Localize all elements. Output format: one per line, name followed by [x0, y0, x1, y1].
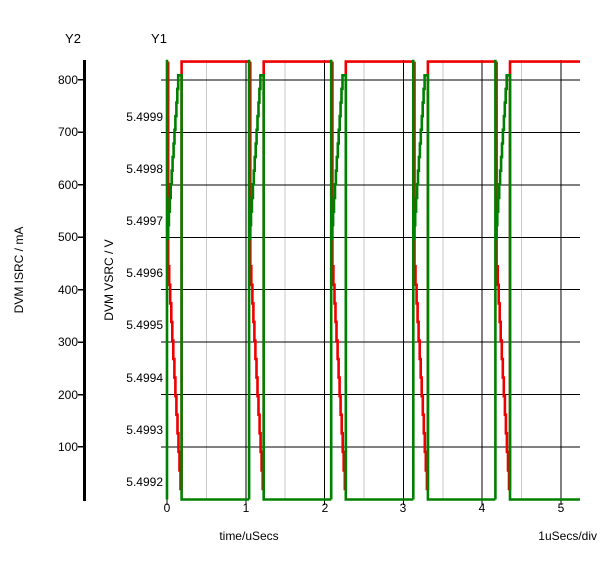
y2-tick-label: 100 — [57, 440, 78, 454]
y2-tick-label: 500 — [57, 230, 78, 244]
y1-tick-label: 5.4997 — [126, 214, 163, 228]
y2-axis-title: DVM ISRC / mA — [12, 226, 26, 314]
y2-tick-label: 300 — [57, 335, 78, 349]
x-tick-label: 5 — [557, 501, 565, 515]
y1-tick-label: 5.4995 — [126, 318, 163, 332]
isrc-trace — [166, 60, 580, 491]
y1-tick-label: 5.4993 — [126, 423, 163, 437]
y1-tick-label: 5.4998 — [126, 162, 163, 176]
y1-tick-label: 5.4994 — [126, 371, 163, 385]
y2-tick-label: 400 — [57, 283, 78, 297]
vsrc-trace — [165, 59, 580, 501]
x-tick-label: 0 — [163, 501, 171, 515]
y2-axis-line — [78, 60, 86, 501]
minor-gridlines — [205, 60, 523, 500]
y2-tick-label: 600 — [57, 178, 78, 192]
y1-tick-label: 5.4996 — [126, 266, 163, 280]
y2-tick-label: 800 — [57, 73, 78, 87]
y1-axis-title: DVM VSRC / V — [102, 239, 116, 321]
horizontal-gridlines — [161, 79, 580, 448]
y1-axis-header: Y1 — [151, 31, 167, 46]
x-tick-label: 4 — [478, 501, 486, 515]
x-axis-title: time/uSecs — [219, 529, 279, 543]
y2-tick-label: 700 — [57, 125, 78, 139]
x-tick-label: 2 — [321, 501, 329, 515]
y2-tick-label: 200 — [57, 388, 78, 402]
y2-axis-header: Y2 — [65, 31, 81, 46]
y1-tick-label: 5.4999 — [126, 110, 163, 124]
x-tick-label: 3 — [399, 501, 407, 515]
y1-tick-label: 5.4992 — [126, 475, 163, 489]
x-scale-per-div-label: 1uSecs/div — [538, 529, 597, 543]
x-tick-label: 1 — [242, 501, 250, 515]
